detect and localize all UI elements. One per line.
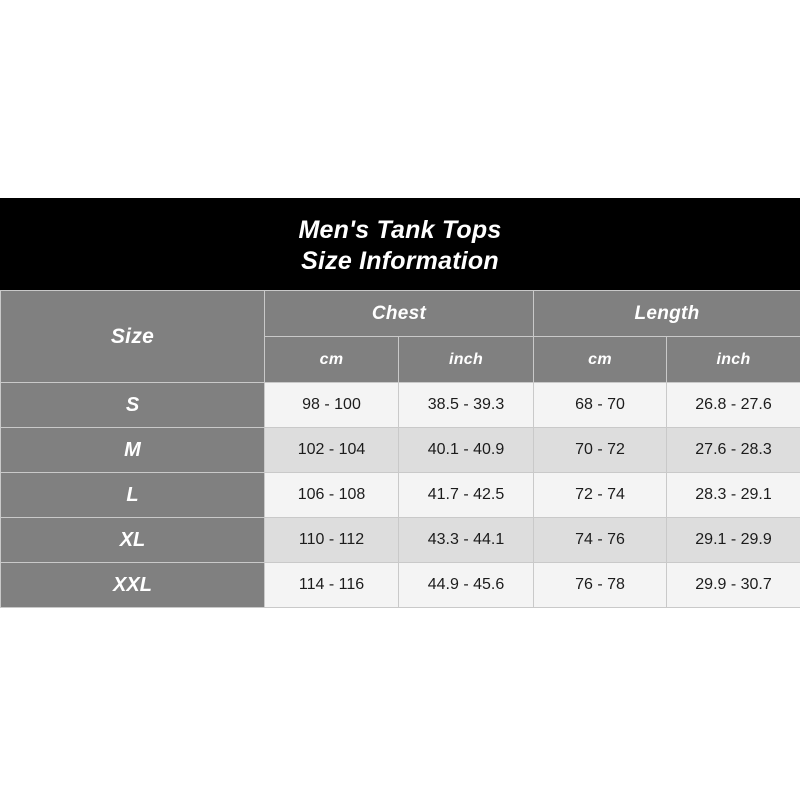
table-row: XXL 114 - 116 44.9 - 45.6 76 - 78 29.9 -… [0,562,800,608]
cell-length-cm: 70 - 72 [533,427,668,473]
cell-size: S [0,382,265,428]
cell-chest-cm: 114 - 116 [264,562,399,608]
cell-chest-cm: 110 - 112 [264,517,399,563]
header-unit-length-inch: inch [666,336,800,383]
table-row: S 98 - 100 38.5 - 39.3 68 - 70 26.8 - 27… [0,382,800,428]
cell-size: XL [0,517,265,563]
cell-size: L [0,472,265,518]
header-group-chest: Chest [263,290,535,337]
table-header: Size Chest Length cm inch cm inch [0,290,800,383]
table-row: L 106 - 108 41.7 - 42.5 72 - 74 28.3 - 2… [0,472,800,518]
table-body: S 98 - 100 38.5 - 39.3 68 - 70 26.8 - 27… [0,382,800,608]
cell-length-cm: 68 - 70 [533,382,668,428]
cell-chest-inch: 44.9 - 45.6 [397,562,535,608]
header-unit-length-cm: cm [533,336,668,383]
header-group-length: Length [533,290,800,337]
header-row-units: cm inch cm inch [1,336,800,383]
cell-length-inch: 27.6 - 28.3 [666,427,800,473]
cell-chest-cm: 106 - 108 [264,472,399,518]
title-line-primary: Men's Tank Tops [298,216,502,244]
size-information-table: Size Chest Length cm inch cm inch S 98 -… [0,290,800,608]
cell-length-cm: 76 - 78 [533,562,668,608]
cell-chest-inch: 38.5 - 39.3 [397,382,535,428]
header-row-groups: Size Chest Length [0,290,800,383]
cell-length-inch: 29.9 - 30.7 [666,562,800,608]
header-unit-chest-cm: cm [264,336,399,383]
cell-length-inch: 26.8 - 27.6 [666,382,800,428]
cell-length-cm: 72 - 74 [533,472,668,518]
cell-chest-inch: 41.7 - 42.5 [397,472,535,518]
title-line-secondary: Size Information [301,247,499,275]
cell-chest-cm: 98 - 100 [264,382,399,428]
title-banner: Men's Tank Tops Size Information [0,198,800,290]
table-row: XL 110 - 112 43.3 - 44.1 74 - 76 29.1 - … [0,517,800,563]
header-unit-chest-inch: inch [397,336,535,383]
cell-chest-inch: 43.3 - 44.1 [397,517,535,563]
cell-chest-cm: 102 - 104 [264,427,399,473]
header-size: Size [0,290,265,383]
size-chart: Men's Tank Tops Size Information Size Ch… [0,198,800,608]
cell-size: XXL [0,562,265,608]
cell-chest-inch: 40.1 - 40.9 [397,427,535,473]
cell-length-cm: 74 - 76 [533,517,668,563]
cell-length-inch: 28.3 - 29.1 [666,472,800,518]
table-row: M 102 - 104 40.1 - 40.9 70 - 72 27.6 - 2… [0,427,800,473]
cell-size: M [0,427,265,473]
cell-length-inch: 29.1 - 29.9 [666,517,800,563]
